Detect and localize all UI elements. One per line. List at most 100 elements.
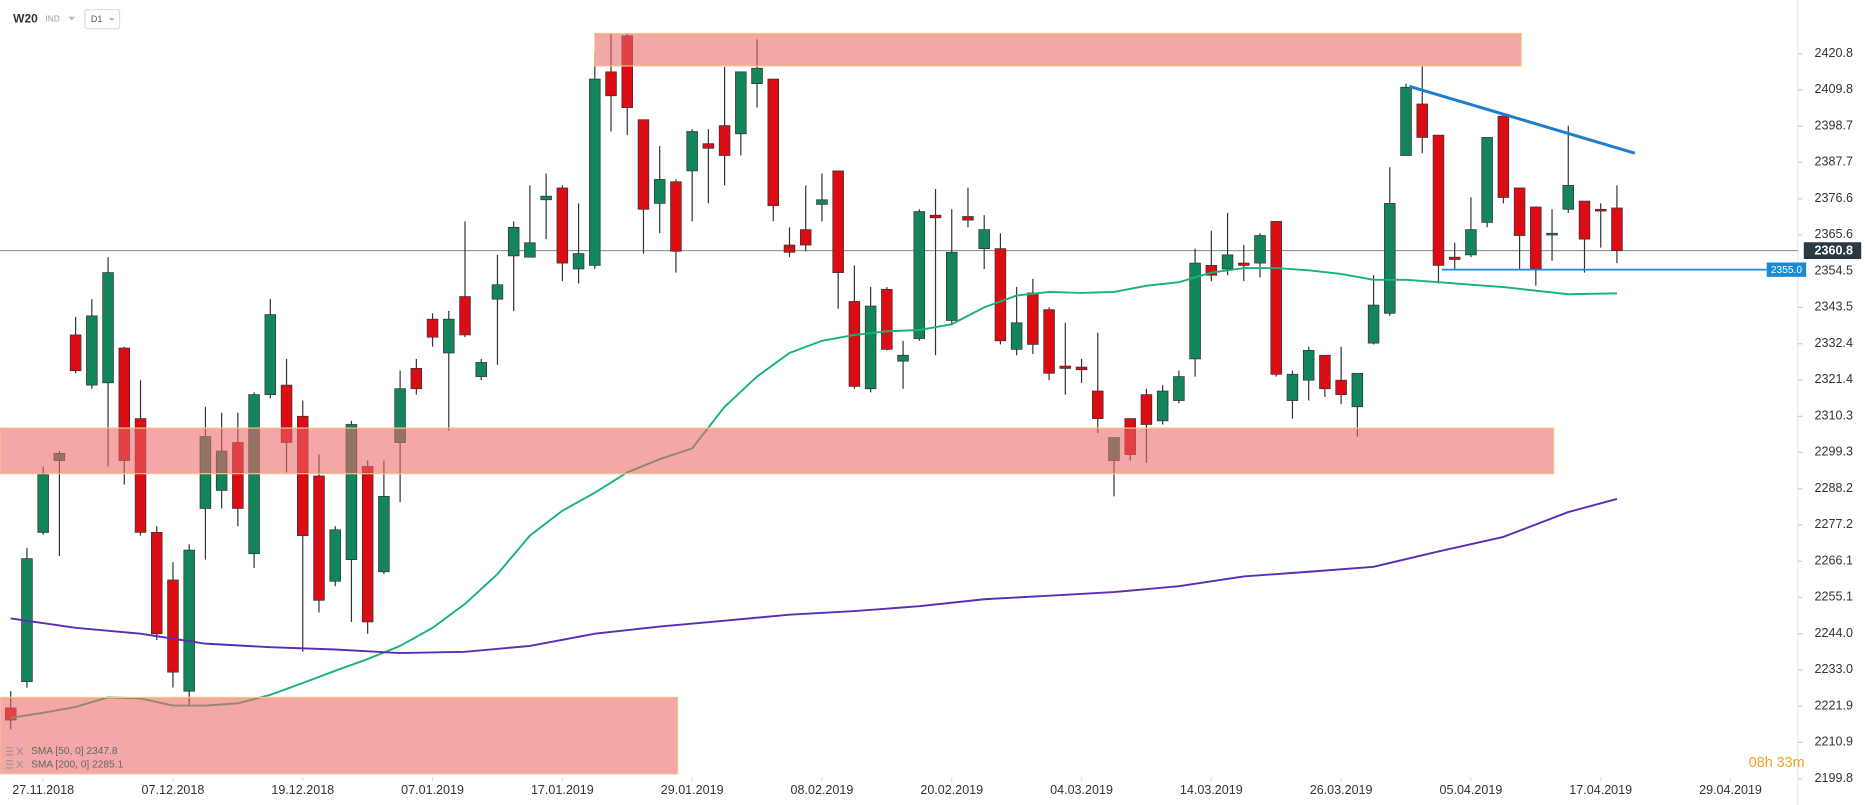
dropdown-arrow[interactable] [108, 17, 115, 21]
x-tick-label: 07.01.2019 [401, 783, 464, 797]
candle-body [475, 362, 487, 377]
legend-value: 2347.8 [86, 746, 117, 757]
candle-body [443, 318, 455, 354]
dropdown-arrow[interactable] [68, 16, 76, 21]
sma-line [10, 267, 1617, 719]
candle-body [572, 253, 585, 270]
y-tick-label: 2233.0 [1815, 662, 1853, 676]
candle-body [832, 170, 844, 273]
candle-body [605, 71, 617, 97]
candle-body [767, 78, 780, 207]
candle-body [637, 119, 650, 210]
candle-body [1254, 235, 1266, 264]
y-tick-label: 2210.9 [1815, 735, 1853, 749]
candle-body [1497, 115, 1510, 198]
y-tick-label: 2255.1 [1815, 590, 1853, 604]
candle-body [799, 229, 812, 246]
y-tick-label: 2199.8 [1815, 771, 1853, 785]
candle-body [816, 199, 828, 205]
zone [594, 32, 1522, 67]
candle-body [345, 424, 358, 560]
support-label: 2355.0 [1771, 265, 1802, 276]
x-tick-label: 14.03.2019 [1180, 783, 1243, 797]
timeframe-box[interactable] [84, 8, 121, 30]
candle-body [994, 248, 1007, 342]
candle-body [881, 288, 893, 350]
support-label-box [1766, 262, 1807, 277]
candle-body [1465, 229, 1477, 256]
x-tick-label: 17.01.2019 [531, 783, 594, 797]
y-tick-label: 2277.2 [1815, 517, 1853, 531]
candle-body [1319, 354, 1331, 390]
symbol: W20 [13, 11, 38, 25]
candle-body [1302, 349, 1315, 381]
candle-body [151, 532, 163, 635]
candle-body [378, 495, 390, 573]
candle-body [589, 78, 601, 266]
timeframe[interactable]: D1 [91, 14, 102, 24]
candle-body [686, 131, 698, 172]
x-tick-label: 20.02.2019 [920, 783, 983, 797]
candle-body [1335, 379, 1347, 395]
candle-body [670, 181, 682, 252]
candle-body [718, 125, 731, 156]
candle-body [297, 415, 309, 537]
market[interactable]: IND [45, 13, 59, 23]
x-tick-label: 29.01.2019 [661, 783, 724, 797]
x-tick-label: 05.04.2019 [1440, 783, 1503, 797]
x-tick-label: 19.12.2018 [271, 783, 334, 797]
candle-body [69, 334, 82, 372]
trendline [1408, 84, 1636, 155]
candle-body [864, 305, 877, 390]
candle-body [1562, 184, 1575, 210]
candle-body [1448, 256, 1461, 260]
last-price-label: 2360.8 [1815, 244, 1853, 258]
candle-body [1010, 322, 1023, 350]
candle-body [1530, 206, 1542, 270]
candle-body [329, 529, 341, 582]
candle-body [1059, 365, 1072, 369]
candle-body [1221, 254, 1234, 270]
x-tick-label: 26.03.2019 [1310, 783, 1373, 797]
y-tick-label: 2288.2 [1815, 481, 1853, 495]
candle-body [783, 244, 796, 253]
candle-body [1432, 134, 1445, 266]
y-tick-label: 2409.8 [1815, 82, 1853, 96]
candle-body [134, 418, 147, 533]
zone [0, 696, 679, 775]
candle-body [929, 214, 942, 219]
candle-body [540, 195, 552, 201]
legend-entry: SMA [200, 0] 2285.1 [31, 759, 123, 770]
y-tick-label: 2244.0 [1815, 626, 1853, 640]
y-tick-label: 2398.7 [1815, 119, 1853, 133]
y-tick-label: 2266.1 [1815, 554, 1853, 568]
candle-body [978, 229, 990, 250]
candle-body [1092, 390, 1104, 419]
candle-body [962, 216, 974, 221]
candle-body [86, 315, 98, 386]
x-tick-label: 08.02.2019 [791, 783, 854, 797]
x-tick-label: 27.11.2018 [12, 783, 74, 797]
candle-body [1205, 265, 1218, 276]
candle-body [1384, 203, 1396, 314]
countdown: 08h 33m [1749, 755, 1805, 771]
candle-body [410, 368, 423, 390]
candle-body [848, 301, 861, 387]
legend-entry: SMA [50, 0] 2347.8 [31, 746, 118, 757]
candle-body [1481, 137, 1493, 223]
candle-body [426, 318, 439, 338]
candle-body [1286, 373, 1299, 401]
y-tick-label: 2365.6 [1815, 227, 1853, 241]
candle-body [1238, 262, 1250, 266]
x-tick-label: 04.03.2019 [1050, 783, 1113, 797]
candle-body [946, 251, 958, 321]
candle-body [491, 284, 504, 300]
candle-body [1513, 187, 1526, 236]
candle-body [507, 226, 520, 257]
legend-name: SMA [50, 0] [31, 746, 84, 757]
y-tick-label: 2221.9 [1815, 699, 1853, 713]
candle-body [524, 242, 536, 258]
candle-body [361, 466, 374, 623]
y-tick-label: 2420.8 [1815, 46, 1853, 60]
